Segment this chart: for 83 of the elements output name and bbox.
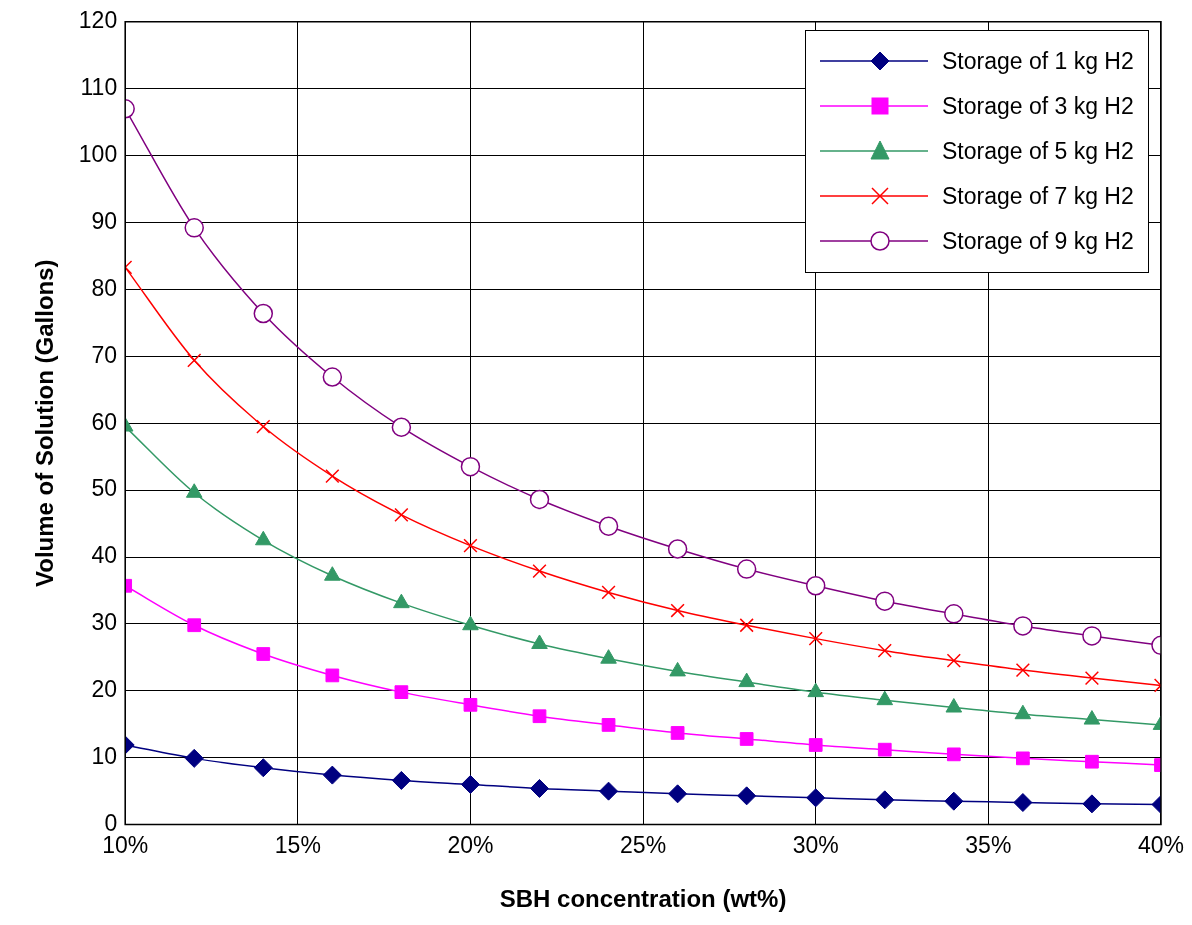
point bbox=[944, 604, 964, 624]
y-tick-label: 70 bbox=[91, 341, 118, 368]
point bbox=[184, 218, 204, 238]
legend-label: Storage of 3 kg H2 bbox=[941, 92, 1134, 120]
y-tick-label: 20 bbox=[91, 676, 118, 703]
point bbox=[391, 770, 411, 790]
point bbox=[739, 618, 754, 633]
y-tick-label: 10 bbox=[91, 743, 118, 770]
point bbox=[1013, 616, 1033, 636]
x-tick-label: 20% bbox=[447, 831, 494, 858]
point bbox=[1082, 794, 1102, 814]
point bbox=[737, 786, 757, 806]
point bbox=[601, 718, 616, 732]
y-axis-title: Volume of Solution (Gallons) bbox=[31, 259, 59, 587]
point bbox=[805, 576, 826, 596]
point bbox=[256, 419, 271, 434]
point bbox=[1082, 626, 1102, 646]
point bbox=[1085, 754, 1099, 769]
point bbox=[1016, 751, 1030, 766]
y-tick-label: 30 bbox=[91, 609, 118, 636]
legend-label: Storage of 1 kg H2 bbox=[941, 47, 1134, 75]
y-tick-label: 120 bbox=[78, 7, 118, 34]
point bbox=[808, 631, 823, 646]
point bbox=[253, 303, 274, 324]
point bbox=[322, 765, 342, 785]
point bbox=[532, 563, 547, 579]
point bbox=[670, 603, 685, 618]
point bbox=[946, 653, 961, 668]
point bbox=[184, 748, 204, 768]
point bbox=[599, 781, 619, 801]
point bbox=[463, 538, 478, 553]
point bbox=[325, 468, 340, 484]
point bbox=[806, 788, 826, 808]
point bbox=[598, 516, 619, 536]
y-tick-label: 60 bbox=[91, 408, 118, 435]
x-tick-label: 25% bbox=[620, 831, 667, 858]
point bbox=[736, 559, 757, 579]
point bbox=[460, 456, 481, 477]
y-tick-label: 40 bbox=[91, 542, 118, 569]
point bbox=[532, 709, 547, 724]
point bbox=[1015, 662, 1030, 678]
point bbox=[946, 747, 961, 762]
point bbox=[601, 585, 616, 600]
point bbox=[187, 618, 202, 633]
point bbox=[463, 697, 478, 712]
point bbox=[1083, 710, 1101, 725]
legend-label: Storage of 5 kg H2 bbox=[941, 137, 1134, 165]
y-tick-label: 90 bbox=[91, 207, 118, 234]
point bbox=[391, 417, 412, 437]
point bbox=[945, 698, 963, 713]
point bbox=[667, 539, 688, 559]
y-tick-label: 110 bbox=[80, 74, 118, 101]
legend-label: Storage of 9 kg H2 bbox=[941, 227, 1134, 255]
point bbox=[394, 685, 409, 699]
point bbox=[739, 732, 754, 746]
point bbox=[808, 738, 823, 752]
point bbox=[1013, 793, 1033, 813]
x-tick-label: 35% bbox=[965, 831, 1012, 858]
point bbox=[668, 784, 688, 804]
point bbox=[875, 591, 895, 611]
point bbox=[875, 790, 895, 810]
point bbox=[253, 758, 273, 778]
point bbox=[394, 507, 409, 522]
point bbox=[944, 791, 964, 811]
point bbox=[460, 774, 480, 794]
legend-label: Storage of 7 kg H2 bbox=[941, 182, 1134, 210]
x-tick-label: 30% bbox=[792, 831, 839, 858]
point bbox=[325, 668, 340, 683]
point bbox=[877, 643, 892, 658]
point bbox=[670, 726, 685, 740]
point bbox=[322, 367, 343, 387]
y-tick-label: 100 bbox=[78, 140, 118, 167]
x-axis-title: SBH concentration (wt%) bbox=[499, 885, 787, 913]
y-tick-label: 80 bbox=[91, 274, 118, 301]
x-tick-label: 40% bbox=[1137, 831, 1185, 858]
point bbox=[877, 742, 892, 757]
point bbox=[529, 489, 550, 510]
point bbox=[1084, 670, 1100, 686]
y-tick-label: 50 bbox=[91, 475, 118, 502]
point bbox=[530, 778, 549, 798]
point bbox=[256, 647, 271, 661]
point bbox=[187, 353, 202, 368]
x-tick-label: 15% bbox=[274, 831, 321, 858]
